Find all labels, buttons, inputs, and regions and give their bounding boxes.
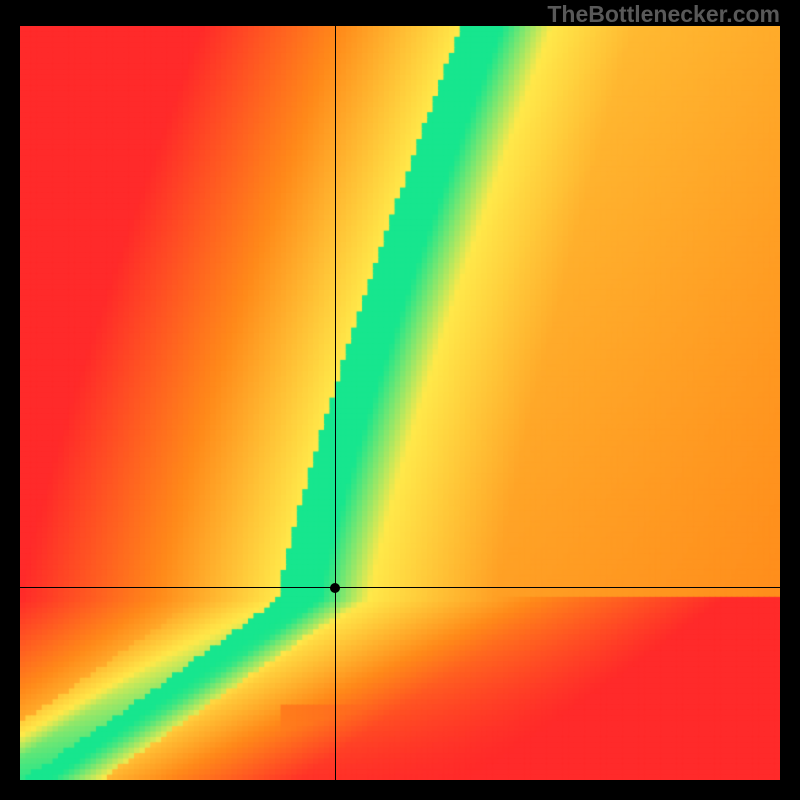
watermark-text: TheBottlenecker.com <box>547 1 780 28</box>
chart-container: TheBottlenecker.com <box>0 0 800 800</box>
crosshair-horizontal <box>20 587 780 588</box>
heatmap-canvas <box>20 26 780 780</box>
crosshair-vertical <box>335 26 336 780</box>
plot-area <box>20 26 780 780</box>
